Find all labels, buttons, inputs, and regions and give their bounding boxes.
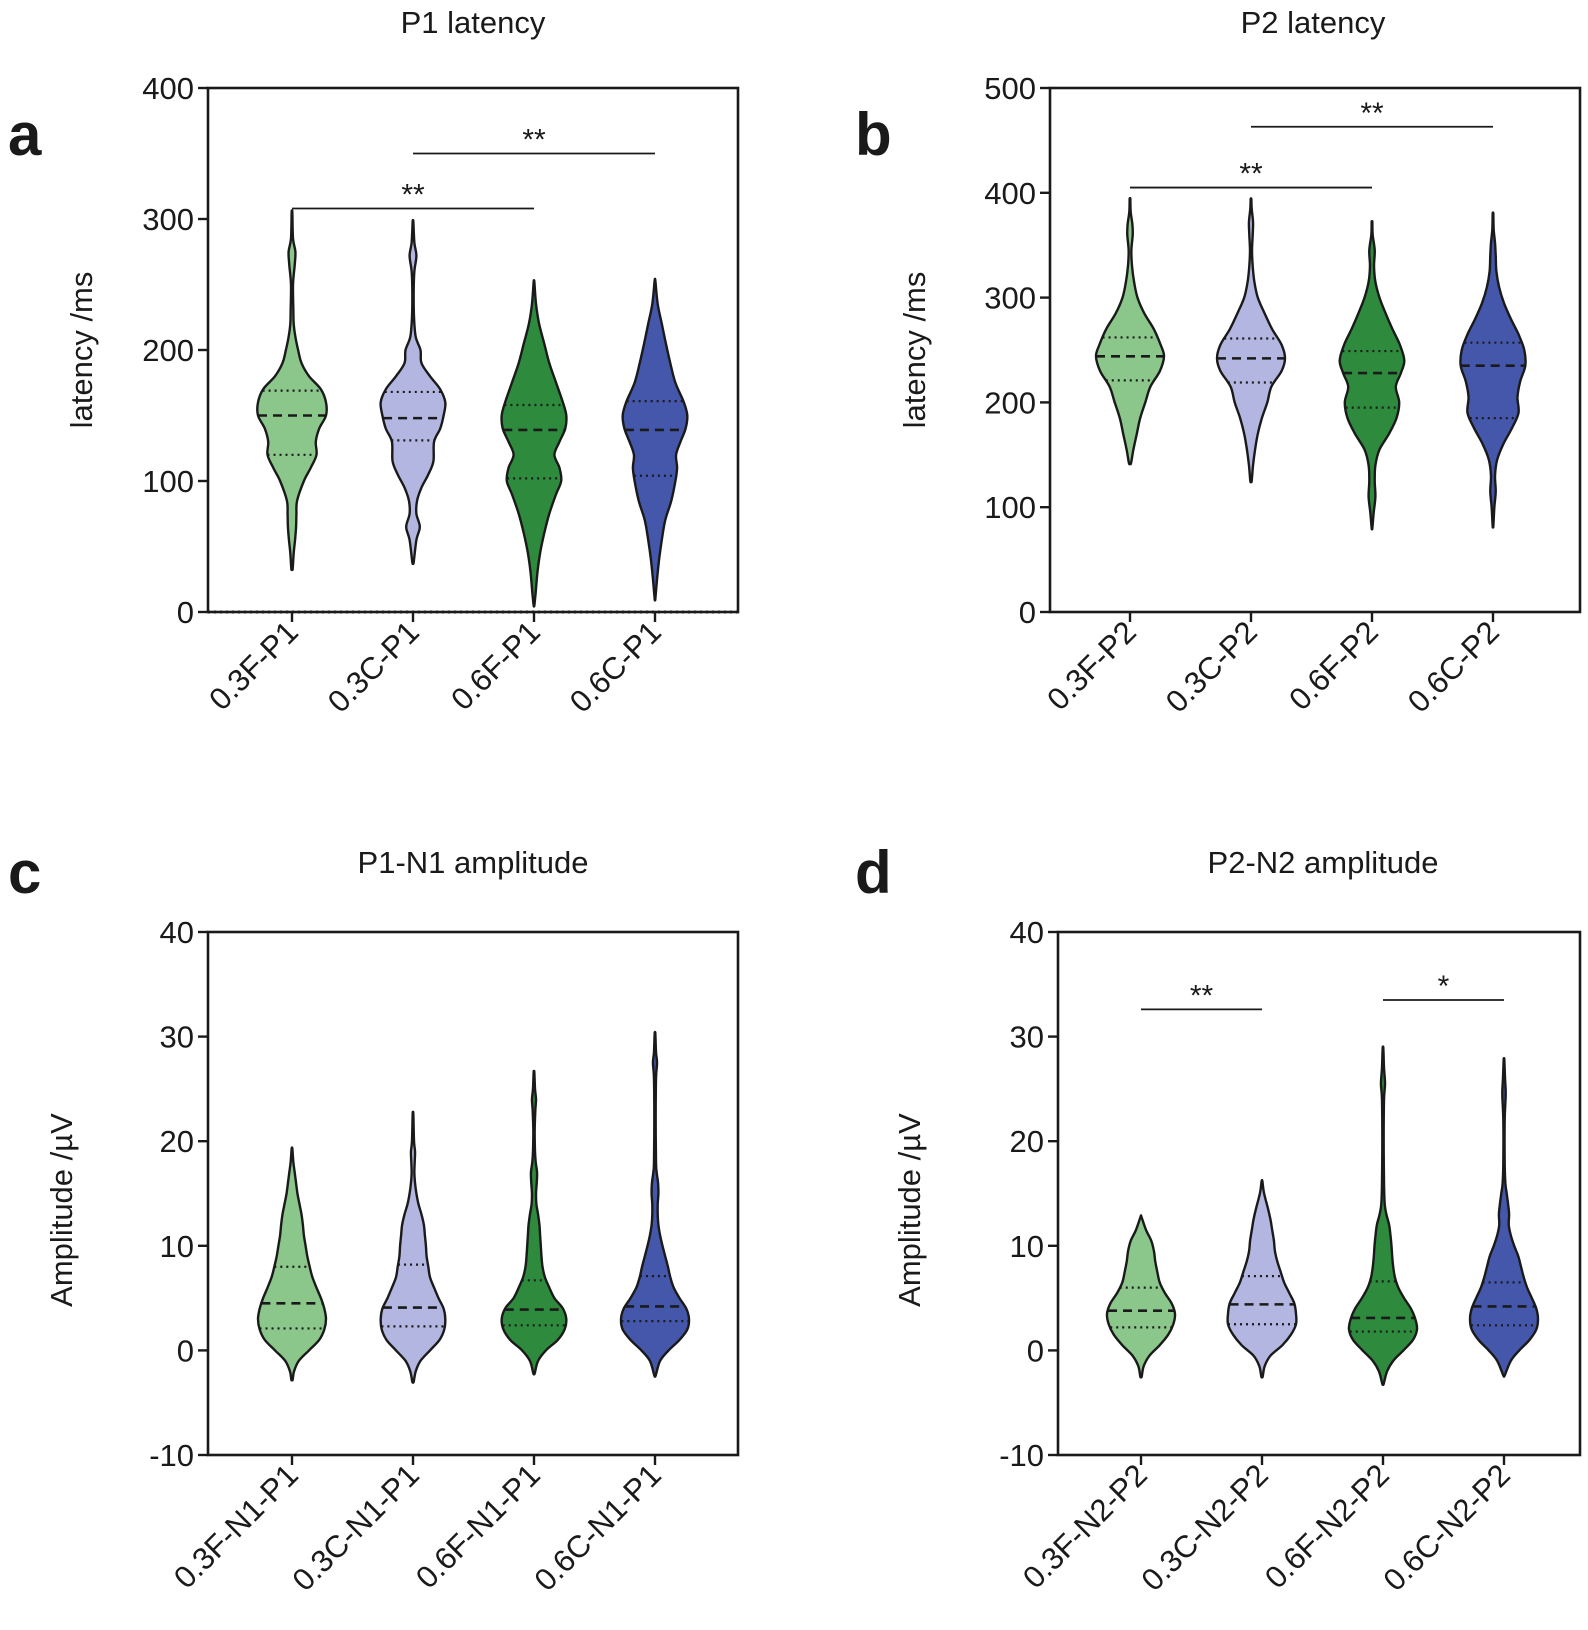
x-tick-label: 0.3C-N1-P1	[285, 1457, 425, 1597]
chart-title: P1-N1 amplitude	[358, 845, 589, 880]
x-tick-label: 0.6C-N1-P1	[527, 1457, 667, 1597]
violin-0.3C-P1	[379, 218, 447, 566]
violin-body	[1226, 1178, 1298, 1379]
y-tick-label: 0	[1027, 1333, 1044, 1368]
x-tick-label: 0.6C-P2	[1401, 614, 1506, 719]
y-tick-label: 100	[142, 464, 194, 499]
violin-0.3F-P1	[256, 209, 328, 572]
panel-d: d P2-N2 amplitude Amplitude /µV -10 0 10 20 30 4…	[855, 839, 1582, 1598]
significance-label: **	[1239, 158, 1263, 191]
y-axis-label: Amplitude /µV	[44, 1113, 79, 1307]
x-tick-label: 0.6F-N2-P2	[1258, 1457, 1396, 1595]
y-axis-label: latency /ms	[64, 272, 99, 429]
violin-body	[1459, 211, 1527, 529]
y-axis-label: latency /ms	[897, 272, 932, 429]
y-tick-label: 300	[984, 281, 1036, 316]
significance-label: **	[522, 124, 546, 157]
violin-body	[500, 279, 568, 608]
significance-label: **	[1360, 97, 1384, 130]
violin-0.6F-N2-P2	[1347, 1045, 1419, 1386]
violin-body	[500, 1069, 568, 1376]
y-tick-label: 20	[1010, 1124, 1044, 1159]
violin-0.3F-P2	[1094, 196, 1166, 466]
panel-letter-d: d	[855, 839, 892, 906]
violin-body	[256, 209, 328, 572]
violin-0.6C-P1	[621, 277, 689, 602]
panel-letter-c: c	[8, 839, 41, 906]
y-tick-label: 100	[984, 490, 1036, 525]
x-tick-label: 0.3C-P2	[1159, 614, 1264, 719]
x-tick-label: 0.3F-P1	[202, 614, 305, 717]
violin-0.6F-P2	[1338, 220, 1406, 531]
y-tick-label: 40	[160, 915, 194, 950]
y-tick-label: 0	[177, 595, 194, 630]
chart-title: P1 latency	[401, 5, 546, 40]
panel-letter-a: a	[8, 101, 42, 168]
significance-label: *	[1438, 970, 1450, 1003]
violin-body	[619, 1030, 691, 1378]
violin-0.6C-N1-P1	[619, 1030, 691, 1378]
violin-0.3F-N1-P1	[256, 1146, 328, 1382]
x-tick-label: 0.6C-P1	[563, 614, 668, 719]
significance-label: **	[401, 179, 425, 212]
violin-body	[621, 277, 689, 602]
y-tick-label: 0	[1019, 595, 1036, 630]
violin-body	[1105, 1214, 1177, 1379]
violin-0.3C-N2-P2	[1226, 1178, 1298, 1379]
y-axis-label: Amplitude /µV	[892, 1113, 927, 1307]
y-tick-label: -10	[999, 1438, 1044, 1473]
violin-0.3F-N2-P2	[1105, 1214, 1177, 1379]
y-tick-label: 200	[984, 385, 1036, 420]
x-tick-label: 0.3F-N2-P2	[1016, 1457, 1154, 1595]
y-tick-label: 30	[1010, 1020, 1044, 1055]
x-tick-label: 0.6F-N1-P1	[409, 1457, 547, 1595]
panel-a: a P1 latency latency /ms 0 100 200 300 400 0.3F-…	[8, 5, 740, 719]
violin-0.6F-P1	[500, 279, 568, 608]
x-tick-label: 0.3F-N1-P1	[167, 1457, 305, 1595]
y-tick-label: 400	[142, 71, 194, 106]
violin-body	[1468, 1057, 1540, 1378]
x-tick-label: 0.6F-P2	[1282, 614, 1385, 717]
x-tick-label: 0.3F-P2	[1040, 614, 1143, 717]
y-tick-label: 10	[160, 1229, 194, 1264]
x-tick-label: 0.3C-N2-P2	[1134, 1457, 1274, 1597]
violin-0.6F-N1-P1	[500, 1069, 568, 1376]
panel-letter-b: b	[855, 101, 892, 168]
x-tick-label: 0.3C-P1	[321, 614, 426, 719]
violin-body	[256, 1146, 328, 1382]
y-tick-label: 0	[177, 1333, 194, 1368]
plot-frame	[1056, 930, 1582, 1457]
violin-body	[1347, 1045, 1419, 1386]
violin-body	[1094, 196, 1166, 466]
y-tick-label: 300	[142, 202, 194, 237]
y-tick-label: 10	[1010, 1229, 1044, 1264]
violin-body	[379, 218, 447, 566]
y-tick-label: 500	[984, 71, 1036, 106]
y-tick-label: 30	[160, 1020, 194, 1055]
chart-title: P2 latency	[1241, 5, 1386, 40]
y-tick-label: 400	[984, 176, 1036, 211]
significance-label: **	[1190, 979, 1214, 1012]
plot-frame	[1048, 86, 1582, 614]
violin-body	[1338, 220, 1406, 531]
y-tick-label: 20	[160, 1124, 194, 1159]
x-tick-label: 0.6F-P1	[444, 614, 547, 717]
violin-body	[379, 1110, 447, 1384]
violin-0.6C-P2	[1459, 211, 1527, 529]
violin-0.3C-P2	[1215, 197, 1287, 484]
y-tick-label: 200	[142, 333, 194, 368]
plot-frame	[206, 930, 740, 1457]
violin-0.6C-N2-P2	[1468, 1057, 1540, 1378]
panel-b: b P2 latency latency /ms 0 100 200 300 400 500 0.…	[855, 5, 1582, 719]
panel-c: c P1-N1 amplitude Amplitude /µV -10 0 10 20 30 4…	[8, 839, 740, 1598]
x-tick-label: 0.6C-N2-P2	[1376, 1457, 1516, 1597]
y-tick-label: -10	[149, 1438, 194, 1473]
y-tick-label: 40	[1010, 915, 1044, 950]
violin-0.3C-N1-P1	[379, 1110, 447, 1384]
violin-body	[1215, 197, 1287, 484]
chart-title: P2-N2 amplitude	[1208, 845, 1439, 880]
